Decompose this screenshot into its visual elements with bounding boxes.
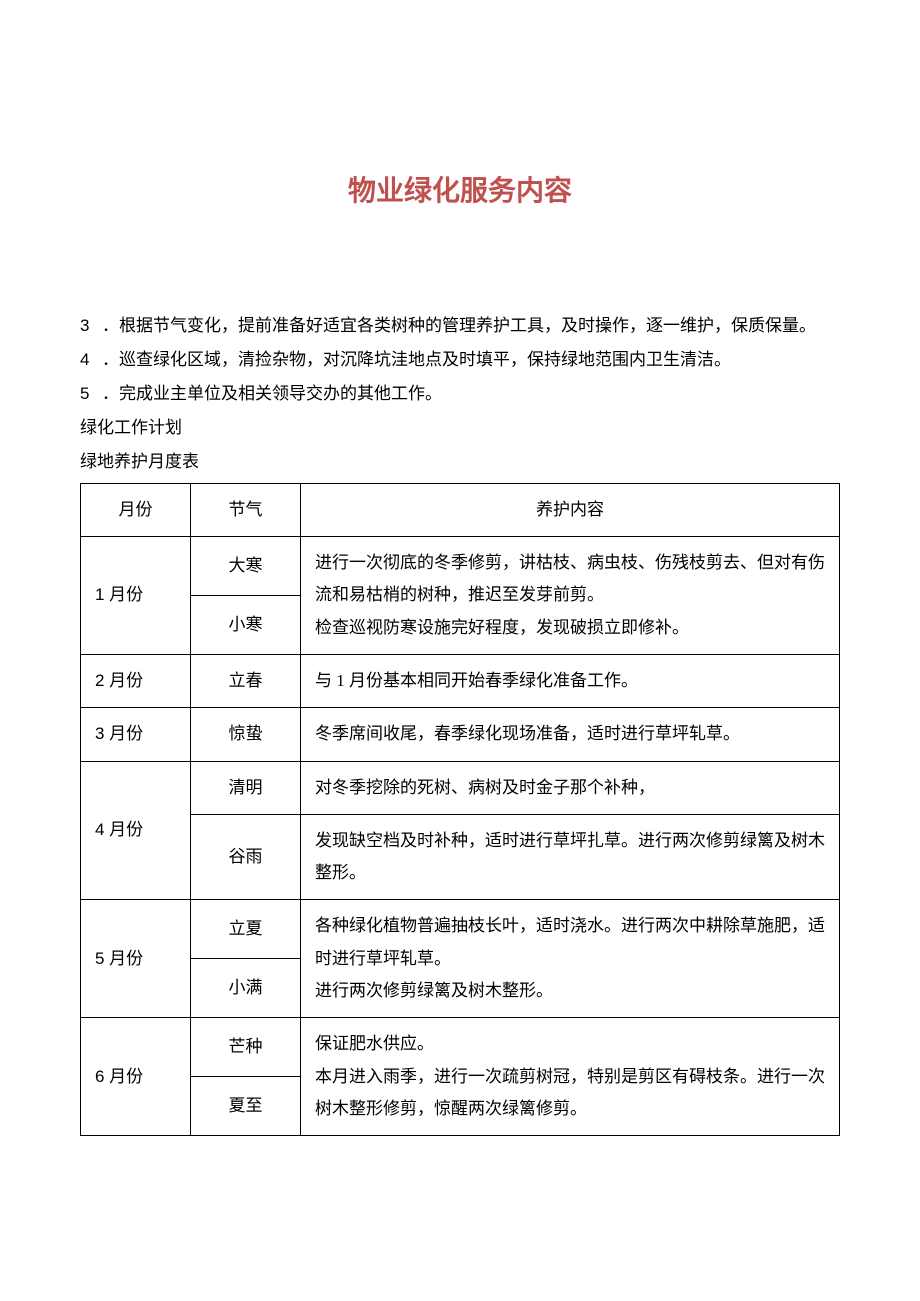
cell-month: 4 月份 bbox=[81, 761, 191, 900]
document-page: 物业绿化服务内容 3．根据节气变化，提前准备好适宜各类树种的管理养护工具，及时操… bbox=[0, 0, 920, 1196]
cell-term: 立夏 bbox=[191, 900, 301, 959]
cell-content: 冬季席间收尾，春季绿化现场准备，适时进行草坪轧草。 bbox=[301, 708, 840, 761]
paragraph-5: 5．完成业主单位及相关领导交办的其他工作。 bbox=[80, 377, 840, 411]
para-num: 5 bbox=[80, 377, 102, 411]
cell-content: 各种绿化植物普遍抽枝长叶，适时浇水。进行两次中耕除草施肥，适时进行草坪轧草。进行… bbox=[301, 900, 840, 1018]
cell-term: 小满 bbox=[191, 959, 301, 1018]
page-title: 物业绿化服务内容 bbox=[80, 169, 840, 209]
para-num: 4 bbox=[80, 343, 102, 377]
table-header-row: 月份 节气 养护内容 bbox=[81, 483, 840, 536]
cell-term: 大寒 bbox=[191, 537, 301, 596]
table-row: 2 月份 立春 与 1 月份基本相同开始春季绿化准备工作。 bbox=[81, 654, 840, 707]
table-row: 3 月份 惊蛰 冬季席间收尾，春季绿化现场准备，适时进行草坪轧草。 bbox=[81, 708, 840, 761]
paragraph-3: 3．根据节气变化，提前准备好适宜各类树种的管理养护工具，及时操作，逐一维护，保质… bbox=[80, 309, 840, 343]
cell-content: 对冬季挖除的死树、病树及时金子那个补种， bbox=[301, 761, 840, 814]
cell-content: 发现缺空档及时补种，适时进行草坪扎草。进行两次修剪绿篱及树木整形。 bbox=[301, 814, 840, 900]
header-month: 月份 bbox=[81, 483, 191, 536]
cell-term: 惊蛰 bbox=[191, 708, 301, 761]
table-row: 1 月份 大寒 进行一次彻底的冬季修剪，讲枯枝、病虫枝、伤残枝剪去、但对有伤流和… bbox=[81, 537, 840, 596]
cell-month: 3 月份 bbox=[81, 708, 191, 761]
header-content: 养护内容 bbox=[301, 483, 840, 536]
table-row: 4 月份 清明 对冬季挖除的死树、病树及时金子那个补种， bbox=[81, 761, 840, 814]
table-row: 谷雨 发现缺空档及时补种，适时进行草坪扎草。进行两次修剪绿篱及树木整形。 bbox=[81, 814, 840, 900]
cell-content: 进行一次彻底的冬季修剪，讲枯枝、病虫枝、伤残枝剪去、但对有伤流和易枯梢的树种，推… bbox=[301, 537, 840, 655]
maintenance-table: 月份 节气 养护内容 1 月份 大寒 进行一次彻底的冬季修剪，讲枯枝、病虫枝、伤… bbox=[80, 483, 840, 1136]
cell-month: 1 月份 bbox=[81, 537, 191, 655]
cell-term: 立春 bbox=[191, 654, 301, 707]
header-term: 节气 bbox=[191, 483, 301, 536]
subheading-plan: 绿化工作计划 bbox=[80, 411, 840, 445]
cell-content: 与 1 月份基本相同开始春季绿化准备工作。 bbox=[301, 654, 840, 707]
cell-term: 清明 bbox=[191, 761, 301, 814]
cell-month: 2 月份 bbox=[81, 654, 191, 707]
cell-month: 5 月份 bbox=[81, 900, 191, 1018]
cell-term: 夏至 bbox=[191, 1077, 301, 1136]
cell-term: 谷雨 bbox=[191, 814, 301, 900]
subheading-schedule: 绿地养护月度表 bbox=[80, 445, 840, 479]
paragraph-4: 4．巡查绿化区域，清捡杂物，对沉降坑洼地点及时填平，保持绿地范围内卫生清洁。 bbox=[80, 343, 840, 377]
cell-term: 小寒 bbox=[191, 595, 301, 654]
table-row: 6 月份 芒种 保证肥水供应。本月进入雨季，进行一次疏剪树冠，特别是剪区有碍枝条… bbox=[81, 1018, 840, 1077]
cell-month: 6 月份 bbox=[81, 1018, 191, 1136]
para-text: ．根据节气变化，提前准备好适宜各类树种的管理养护工具，及时操作，逐一维护，保质保… bbox=[102, 316, 816, 335]
cell-content: 保证肥水供应。本月进入雨季，进行一次疏剪树冠，特别是剪区有碍枝条。进行一次树木整… bbox=[301, 1018, 840, 1136]
para-num: 3 bbox=[80, 309, 102, 343]
table-row: 5 月份 立夏 各种绿化植物普遍抽枝长叶，适时浇水。进行两次中耕除草施肥，适时进… bbox=[81, 900, 840, 959]
para-text: ．完成业主单位及相关领导交办的其他工作。 bbox=[102, 384, 442, 403]
cell-term: 芒种 bbox=[191, 1018, 301, 1077]
para-text: ．巡查绿化区域，清捡杂物，对沉降坑洼地点及时填平，保持绿地范围内卫生清洁。 bbox=[102, 350, 731, 369]
